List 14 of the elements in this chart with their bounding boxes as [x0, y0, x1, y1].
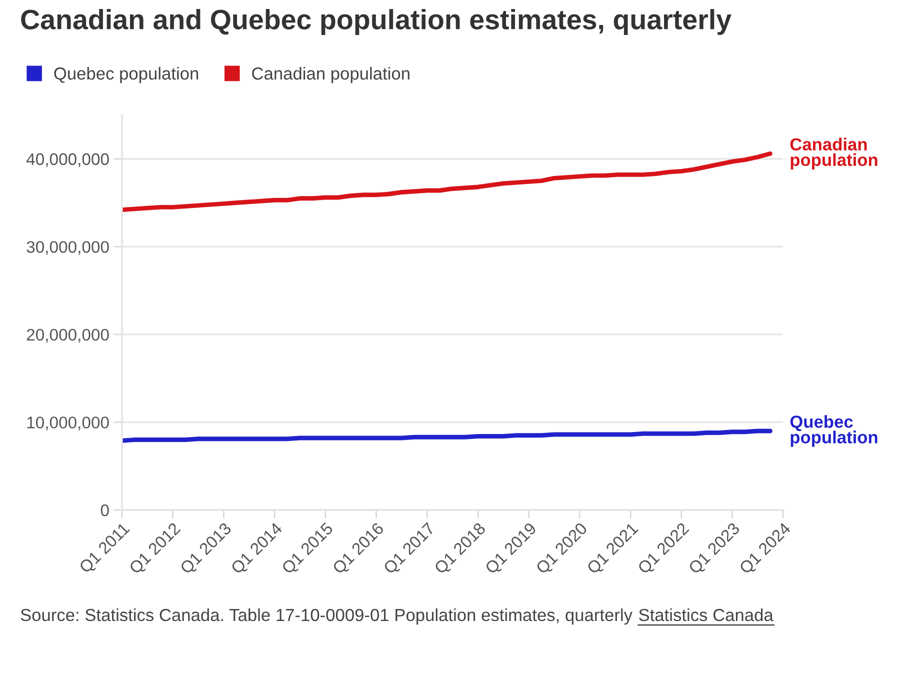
legend-label: Quebec population: [54, 66, 198, 84]
source-note: Source: Statistics Canada. Table 17-10-0009-01 Population estimates, quarterly: [20, 608, 632, 625]
text: Canadian population: [790, 138, 878, 170]
y-tick-label: 20,000,000: [26, 328, 109, 343]
text: Quebec population: [790, 415, 878, 447]
y-tick-label: 0: [100, 504, 109, 516]
y-tick-label: 40,000,000: [26, 153, 109, 168]
legend-label: Canadian population: [252, 66, 410, 84]
text: Statistics Canada: [639, 608, 774, 622]
line-series: [122, 428, 772, 443]
chart-title: Canadian and Quebec population estimates, quarterly: [21, 9, 732, 35]
line-series: [122, 151, 772, 212]
y-tick-label: 30,000,000: [26, 241, 109, 255]
y-tick-label: 10,000,000: [27, 416, 109, 430]
